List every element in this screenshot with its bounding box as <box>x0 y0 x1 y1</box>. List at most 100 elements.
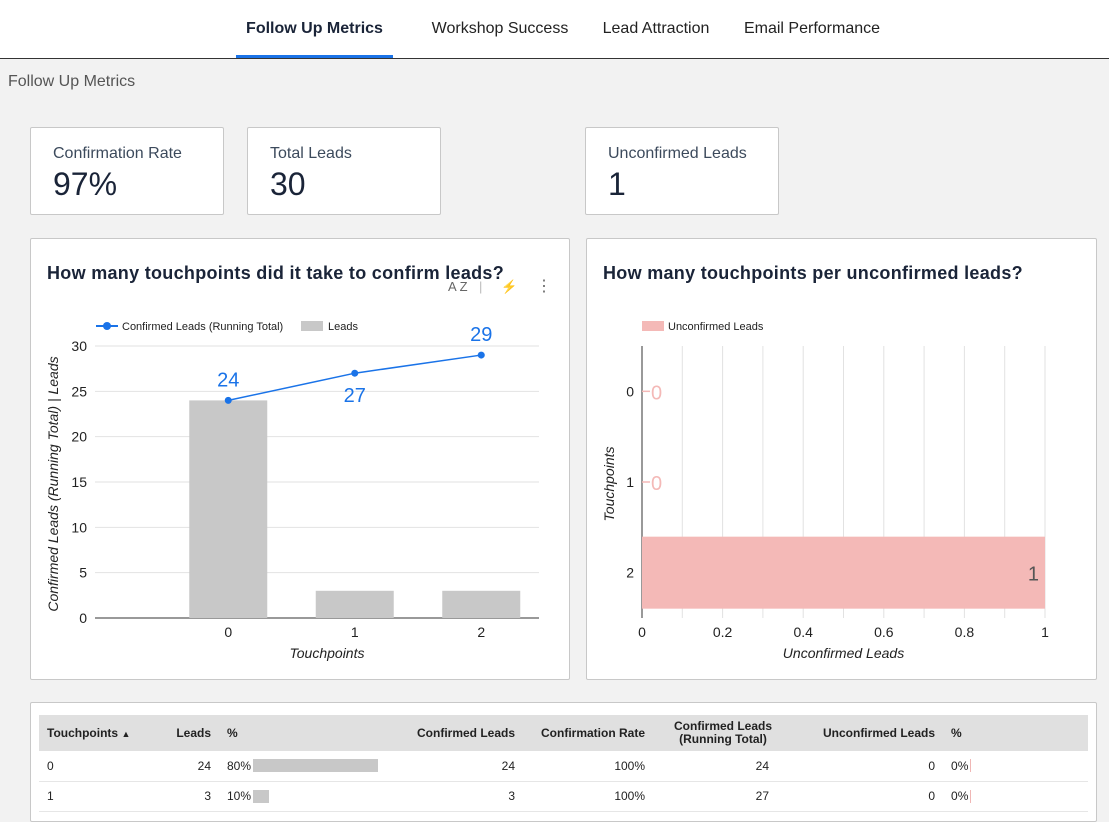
legend-bar-swatch <box>301 321 323 331</box>
kpi-card-total-leads: Total Leads 30 <box>247 127 441 215</box>
table-row: 1 3 10% 3 100% 27 0 0% <box>39 781 1088 812</box>
bar-unconfirmed-leads <box>642 536 1045 609</box>
col-unconf-pct-header[interactable]: % <box>951 726 962 740</box>
y-axis-title: Confirmed Leads (Running Total) | Leads <box>45 356 61 611</box>
kpi-card-unconfirmed-leads: Unconfirmed Leads 1 <box>585 127 779 215</box>
cell-confirmed: 24 <box>409 751 524 782</box>
cell-unconf-pct: 0% <box>943 781 1088 812</box>
pct-bar <box>253 789 270 803</box>
col-confirmation-rate-header[interactable]: Confirmation Rate <box>541 726 646 740</box>
x-tick-label: 0.8 <box>955 624 975 640</box>
x-tick-label: 1 <box>351 624 359 640</box>
col-running-total-header[interactable]: Confirmed Leads (Running Total) <box>674 719 773 746</box>
kpi-label: Total Leads <box>270 145 352 162</box>
col-confirmed-header[interactable]: Confirmed Leads <box>417 726 516 740</box>
chart-title: How many touchpoints per unconfirmed lea… <box>603 263 1023 283</box>
x-axis-title: Touchpoints <box>290 645 365 661</box>
data-label: 0 <box>651 473 662 495</box>
more-options-icon[interactable]: ⋮ <box>536 278 552 295</box>
x-tick-label: 0 <box>638 624 646 640</box>
legend-bar-swatch <box>642 321 664 331</box>
metrics-table: Touchpoints ▲ Leads % Confirmed Leads Co… <box>39 715 1088 812</box>
kpi-label: Unconfirmed Leads <box>608 145 747 162</box>
cell-running-total: 27 <box>653 781 794 812</box>
legend-point-swatch <box>103 322 111 330</box>
pct-label: 80% <box>227 758 252 773</box>
page-title: Follow Up Metrics <box>8 73 136 90</box>
cell-running-total: 24 <box>653 751 794 782</box>
cell-rate: 100% <box>523 751 654 782</box>
x-tick-label: 0.6 <box>874 624 894 640</box>
cell-pct: 10% <box>219 781 409 812</box>
cell-leads: 24 <box>149 751 219 782</box>
unconf-pct-bar <box>970 789 972 803</box>
cell-pct: 80% <box>219 751 409 782</box>
col-unconfirmed-header[interactable]: Unconfirmed Leads <box>822 726 936 740</box>
y-tick-label: 15 <box>71 474 87 490</box>
y-tick-label: 10 <box>71 519 87 535</box>
x-tick-label: 2 <box>477 624 485 640</box>
pct-label: 10% <box>227 789 252 803</box>
y-axis-title: Touchpoints <box>601 447 617 522</box>
table-header-row: Touchpoints ▲ Leads % Confirmed Leads Co… <box>39 715 1088 751</box>
legend-label: Confirmed Leads (Running Total) <box>122 321 283 333</box>
x-tick-label: 0 <box>224 624 232 640</box>
y-tick-label: 0 <box>79 610 87 626</box>
cell-unconfirmed: 0 <box>793 751 944 782</box>
cell-unconfirmed: 0 <box>793 781 944 812</box>
y-tick-label: 20 <box>71 429 87 445</box>
bar-leads <box>442 590 521 618</box>
tab-lead-attraction[interactable]: Lead Attraction <box>602 20 710 37</box>
kpi-value: 97% <box>53 166 118 202</box>
point-confirmed-running-total <box>477 351 485 359</box>
x-tick-label: 0.2 <box>713 624 733 640</box>
pct-bar <box>253 759 379 773</box>
point-confirmed-running-total <box>224 396 232 404</box>
sort-asc-icon: ▲ <box>121 729 131 739</box>
chart-panel-confirmed-leads: How many touchpoints did it take to conf… <box>30 238 570 680</box>
x-tick-label: 0.4 <box>793 624 813 640</box>
kpi-value: 30 <box>270 166 306 202</box>
data-label: 24 <box>217 369 239 391</box>
y-tick-label: 2 <box>626 565 634 581</box>
y-tick-label: 1 <box>626 474 634 490</box>
cell-touchpoints: 0 <box>39 751 149 782</box>
data-label: 27 <box>344 385 366 407</box>
y-tick-label: 5 <box>79 565 87 581</box>
unconf-pct-bar <box>970 759 972 773</box>
cell-unconf-pct: 0% <box>943 751 1088 782</box>
point-confirmed-running-total <box>351 369 359 377</box>
bar-leads <box>189 400 268 618</box>
y-tick-label: 25 <box>71 383 87 399</box>
chart-panel-unconfirmed-leads: How many touchpoints per unconfirmed lea… <box>586 238 1097 680</box>
cell-confirmed: 3 <box>409 781 524 812</box>
x-axis-title: Unconfirmed Leads <box>783 645 904 661</box>
data-label: 0 <box>651 382 662 404</box>
tab-workshop-success[interactable]: Workshop Success <box>431 20 569 37</box>
combo-chart: 0 5 10 15 20 25 30 24 27 29 0 1 2 Touchpoints Confirme… <box>45 321 539 661</box>
top-nav: Follow Up Metrics Workshop Success Lead … <box>0 0 1109 59</box>
cell-touchpoints: 1 <box>39 781 149 812</box>
cell-rate: 100% <box>523 781 654 812</box>
data-label: 29 <box>470 324 492 346</box>
col-pct-header[interactable]: % <box>227 726 238 740</box>
legend-label: Unconfirmed Leads <box>668 321 764 333</box>
kpi-value: 1 <box>608 166 626 202</box>
x-tick-label: 1 <box>1041 624 1049 640</box>
lightning-icon[interactable]: ⚡ <box>501 279 518 294</box>
bar-leads <box>315 590 394 618</box>
tab-email-performance[interactable]: Email Performance <box>743 20 881 37</box>
col-touchpoints-header[interactable]: Touchpoints ▲ <box>47 726 131 740</box>
legend-label: Leads <box>328 321 358 333</box>
data-label: 1 <box>1028 564 1039 586</box>
horizontal-bar-chart: 0 0.2 0.4 0.6 0.8 1 0 0 1 0 2 1 Unconfirmed Leads Tou… <box>601 321 1049 661</box>
metrics-table-panel: Touchpoints ▲ Leads % Confirmed Leads Co… <box>30 702 1097 822</box>
chart-title: How many touchpoints did it take to conf… <box>47 263 505 283</box>
tab-follow-up-metrics[interactable]: Follow Up Metrics <box>236 0 393 58</box>
table-row: 0 24 80% 24 100% 24 0 0% <box>39 751 1088 782</box>
y-tick-label: 30 <box>71 338 87 354</box>
sort-icon[interactable]: A Z <box>448 279 468 294</box>
cell-leads: 3 <box>149 781 219 812</box>
col-leads-header[interactable]: Leads <box>176 726 211 740</box>
divider: | <box>479 279 483 294</box>
